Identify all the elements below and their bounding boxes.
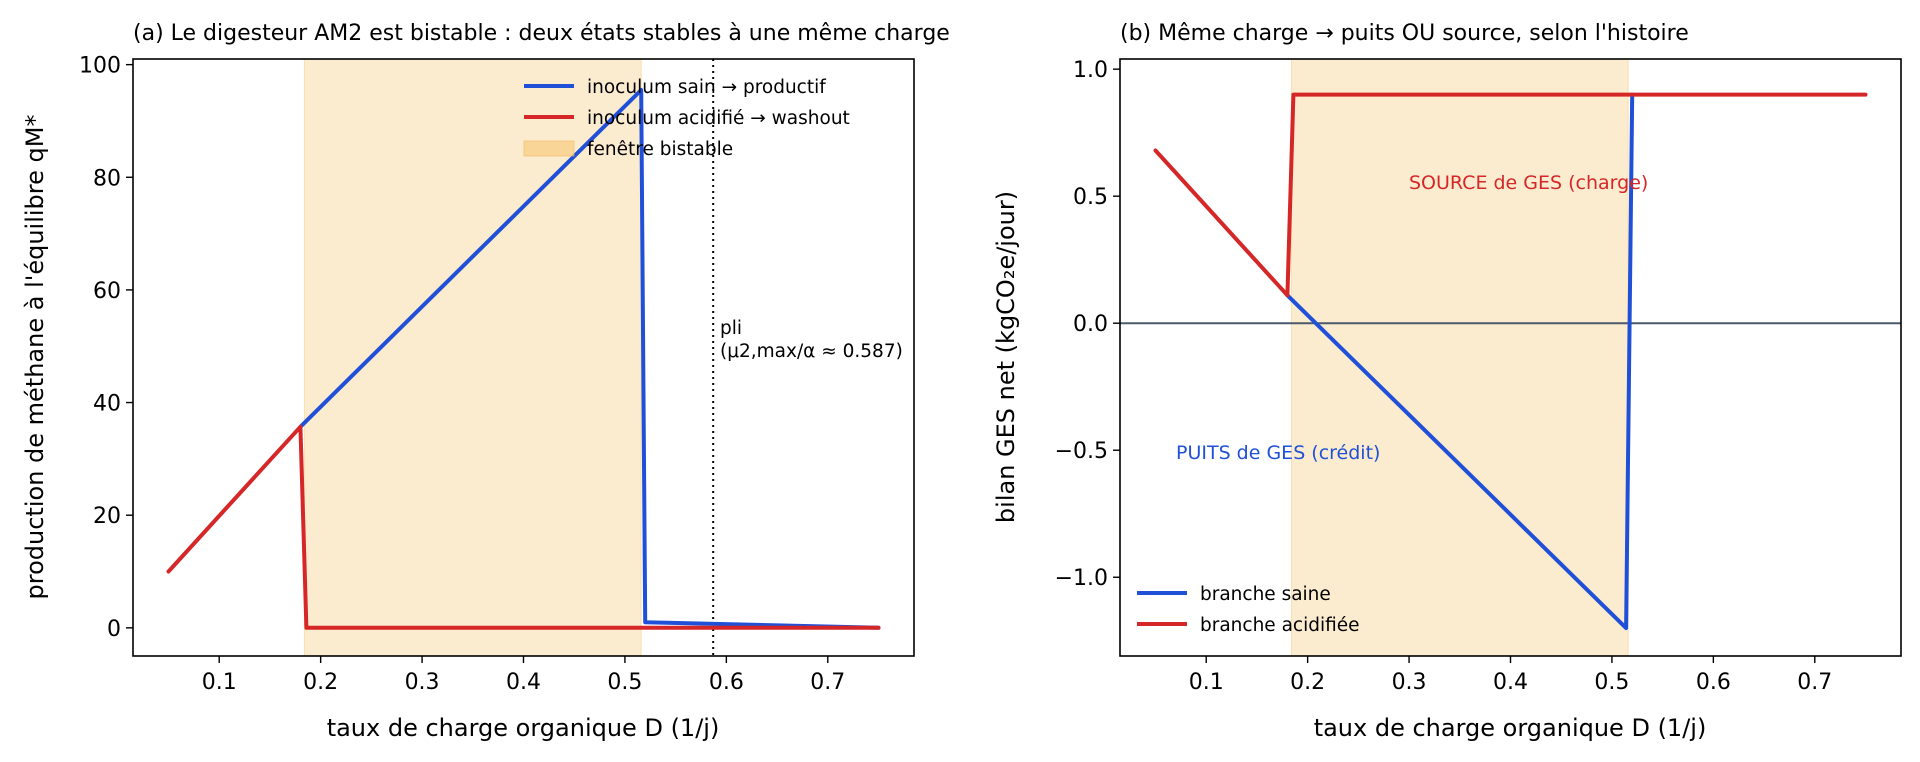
b-bistable-band [1290,58,1629,657]
a-ytick-label: 20 [93,504,121,529]
b-xtick-label: 0.1 [1189,670,1224,695]
panel-a-legend: inoculum sain → productif inoculum acidi… [523,77,850,160]
legend-a-label-3: fenêtre bistable [587,139,733,160]
panel-a-chart: (a) Le digesteur AM2 est bistable : deux… [21,21,950,742]
b-xtick-label: 0.4 [1493,670,1528,695]
panel-b-legend: branche saine branche acidifiée [1137,584,1360,636]
b-ytick-label: 0.5 [1073,185,1108,210]
a-bistable-band [303,58,642,657]
a-series-2-line [166,424,881,630]
legend-b-label-2: branche acidifiée [1200,615,1360,636]
a-ytick-label: 100 [79,54,121,79]
a-ytick-label: 60 [93,279,121,304]
b-ytick-label: −1.0 [1055,566,1108,591]
b-xtick-label: 0.6 [1696,670,1731,695]
panel-b-title: (b) Même charge → puits OU source, selon… [1120,21,1689,46]
vline-label-line1: pli [720,318,742,339]
panel-b-chart: (b) Même charge → puits OU source, selon… [992,21,1902,742]
panel-a-title: (a) Le digesteur AM2 est bistable : deux… [133,21,950,46]
legend-a-label-2: inoculum acidifié → washout [587,108,850,129]
a-xtick-label: 0.3 [405,670,440,695]
a-xtick-label: 0.2 [303,670,338,695]
a-xtick-label: 0.6 [709,670,744,695]
b-xtick-label: 0.5 [1594,670,1629,695]
a-ytick-label: 80 [93,166,121,191]
a-xtick-label: 0.7 [810,670,845,695]
b-xtick-label: 0.3 [1392,670,1427,695]
a-xtick-label: 0.5 [607,670,642,695]
panel-a-xlabel: taux de charge organique D (1/j) [327,714,720,742]
a-series-1-line [298,88,881,630]
panel-a-ylabel: production de méthane à l'équilibre qM* [21,115,49,600]
a-xtick-label: 0.1 [202,670,237,695]
b-xtick-label: 0.7 [1797,670,1832,695]
annotation-puits: PUITS de GES (crédit) [1176,442,1380,464]
vline-label-line2: (μ2,max/α ≈ 0.587) [720,341,903,362]
b-ytick-label: 0.0 [1073,312,1108,337]
b-series-2-line [1153,92,1868,298]
panel-b-ylabel: bilan GES net (kgCO₂e/jour) [992,191,1020,523]
panel-a-frame [132,58,915,657]
panel-b-frame [1119,58,1902,657]
panel-b-xlabel: taux de charge organique D (1/j) [1314,714,1707,742]
annotation-source: SOURCE de GES (charge) [1409,172,1648,194]
legend-a-label-1: inoculum sain → productif [587,77,826,98]
b-series-1-line [1285,92,1635,631]
a-ytick-label: 40 [93,392,121,417]
b-xtick-label: 0.2 [1290,670,1325,695]
a-xtick-label: 0.4 [506,670,541,695]
b-ytick-label: −0.5 [1055,439,1108,464]
b-ytick-label: 1.0 [1073,58,1108,83]
a-ytick-label: 0 [107,617,121,642]
legend-a-swatch-3 [523,140,575,157]
legend-b-label-1: branche saine [1200,584,1331,605]
